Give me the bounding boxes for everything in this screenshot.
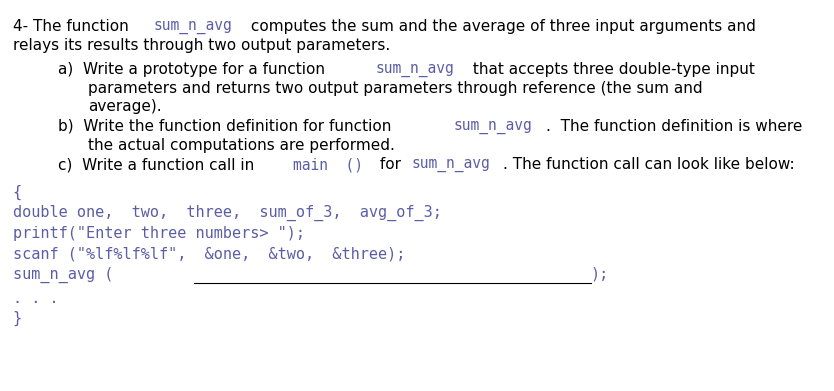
- Text: }: }: [13, 311, 22, 326]
- Text: average).: average).: [88, 99, 162, 114]
- Text: sum_n_avg: sum_n_avg: [153, 19, 233, 34]
- Text: b)  Write the function definition for function: b) Write the function definition for fun…: [58, 118, 396, 134]
- Text: computes the sum and the average of three input arguments and: computes the sum and the average of thre…: [246, 19, 756, 34]
- Text: . . .: . . .: [13, 291, 58, 306]
- Text: {: {: [13, 185, 22, 200]
- Text: relays its results through two output parameters.: relays its results through two output pa…: [13, 38, 390, 53]
- Text: scanf ("%lf%lf%lf",  &one,  &two,  &three);: scanf ("%lf%lf%lf", &one, &two, &three);: [13, 246, 405, 261]
- Text: parameters and returns two output parameters through reference (the sum and: parameters and returns two output parame…: [88, 81, 703, 96]
- Text: );: );: [590, 267, 609, 282]
- Text: sum_n_avg: sum_n_avg: [454, 118, 532, 134]
- Text: sum_n_avg: sum_n_avg: [376, 61, 455, 77]
- Text: the actual computations are performed.: the actual computations are performed.: [88, 138, 395, 153]
- Text: main  (): main (): [294, 158, 364, 172]
- Text: that accepts three double-type input: that accepts three double-type input: [468, 61, 755, 77]
- Text: .  The function definition is where: . The function definition is where: [545, 118, 802, 134]
- Text: printf("Enter three numbers> ");: printf("Enter three numbers> ");: [13, 226, 304, 241]
- Text: sum_n_avg: sum_n_avg: [411, 158, 490, 172]
- Text: a)  Write a prototype for a function: a) Write a prototype for a function: [58, 61, 330, 77]
- Text: 4- The function: 4- The function: [13, 19, 133, 34]
- Text: c)  Write a function call in: c) Write a function call in: [58, 158, 259, 172]
- Text: double one,  two,  three,  sum_of_3,  avg_of_3;: double one, two, three, sum_of_3, avg_of…: [13, 205, 441, 221]
- Text: sum_n_avg (: sum_n_avg (: [13, 267, 113, 283]
- Text: . The function call can look like below:: . The function call can look like below:: [503, 158, 795, 172]
- Text: for: for: [375, 158, 406, 172]
